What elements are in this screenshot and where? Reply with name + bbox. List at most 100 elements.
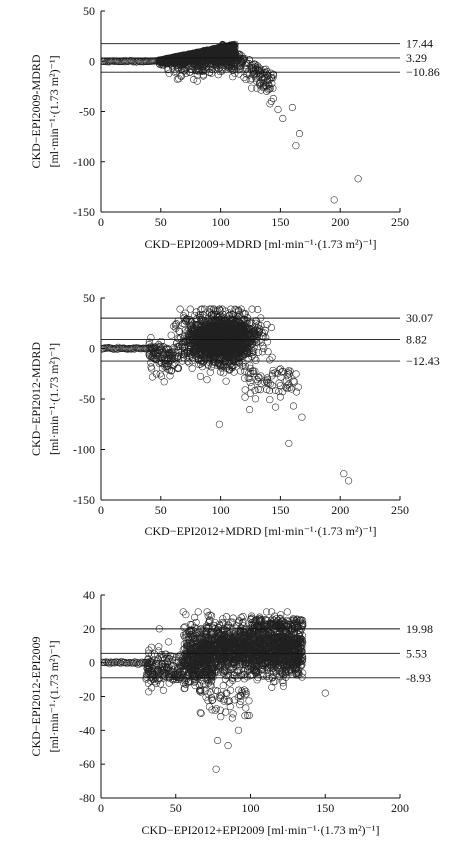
data-point	[238, 52, 246, 60]
data-point	[265, 387, 274, 395]
data-point	[233, 325, 241, 333]
data-point	[266, 380, 274, 388]
data-point	[160, 378, 168, 386]
data-point	[294, 383, 302, 391]
data-point	[190, 75, 198, 84]
data-point	[197, 323, 205, 331]
data-point	[202, 52, 210, 60]
data-point	[223, 340, 231, 349]
y-tick-label: -50	[79, 392, 95, 406]
data-point	[244, 330, 253, 338]
data-point	[222, 672, 230, 680]
data-point	[239, 612, 247, 621]
data-point	[147, 334, 155, 342]
data-point	[148, 365, 156, 373]
data-point	[247, 369, 255, 378]
data-point	[229, 614, 237, 622]
data-point	[169, 53, 178, 61]
data-point	[242, 317, 250, 325]
data-point	[210, 349, 218, 357]
data-point	[216, 55, 224, 63]
outlier-point	[285, 439, 293, 447]
data-point	[219, 45, 227, 53]
x-tick-label: 100	[212, 215, 230, 229]
data-point	[191, 682, 199, 690]
data-point	[253, 62, 262, 70]
data-point	[201, 331, 209, 339]
data-point	[185, 349, 193, 357]
data-point	[148, 343, 156, 351]
data-point	[226, 338, 234, 346]
data-point	[176, 675, 184, 683]
data-point	[243, 70, 251, 78]
data-point	[249, 367, 257, 375]
data-point	[226, 320, 234, 328]
data-point	[237, 62, 245, 70]
data-point	[246, 330, 254, 338]
data-point	[163, 664, 171, 672]
data-point	[155, 343, 163, 351]
outlier-point	[298, 413, 306, 421]
data-point	[172, 673, 180, 681]
data-point	[226, 358, 234, 366]
data-point	[147, 359, 155, 367]
data-point	[167, 56, 175, 64]
y-tick-label: 50	[83, 291, 95, 305]
data-point	[258, 348, 266, 356]
data-point	[233, 53, 241, 61]
outlier-point	[354, 175, 362, 183]
data-point	[252, 74, 260, 82]
data-point	[197, 53, 205, 61]
data-point	[285, 370, 293, 378]
data-point	[230, 59, 238, 67]
data-point	[194, 608, 202, 616]
data-point	[219, 42, 227, 50]
x-axis-title: CKD−EPI2012+MDRD [ml·min⁻¹·(1.73 m²)⁻¹]	[145, 524, 377, 538]
data-point	[254, 66, 262, 74]
outlier-point	[330, 196, 338, 204]
data-point	[217, 347, 225, 355]
x-axis-title: CKD−EPI2009+MDRD [ml·min⁻¹·(1.73 m²)⁻¹]	[145, 237, 377, 251]
data-point	[198, 322, 206, 330]
data-point	[197, 305, 205, 314]
data-point	[219, 615, 227, 623]
data-point	[162, 359, 170, 368]
reference-label: 8.82	[406, 333, 427, 347]
y-tick-label: -50	[79, 105, 95, 119]
data-point	[183, 336, 191, 344]
data-point	[254, 377, 262, 386]
data-point	[233, 355, 241, 363]
data-point	[222, 377, 230, 385]
data-point	[227, 61, 235, 69]
data-point	[211, 316, 219, 324]
data-point	[279, 367, 287, 375]
data-point	[235, 347, 243, 355]
data-point	[189, 348, 197, 357]
data-point	[155, 643, 163, 651]
x-tick-label: 200	[331, 215, 349, 229]
data-point	[154, 349, 163, 357]
data-point	[222, 613, 231, 621]
data-point	[157, 346, 165, 354]
data-point	[244, 345, 253, 353]
outlier-point	[292, 142, 300, 150]
data-point	[176, 328, 184, 336]
data-point	[156, 370, 164, 378]
data-point	[235, 306, 243, 314]
outlier-point	[276, 393, 284, 401]
data-point	[236, 349, 244, 357]
data-point	[214, 362, 222, 370]
data-point	[243, 319, 251, 328]
data-point	[260, 329, 268, 337]
data-point	[229, 73, 237, 81]
y-tick-label: 0	[89, 54, 95, 68]
data-point	[251, 386, 259, 394]
y-axis-unit: [ml·min⁻¹·(1.73 m²)⁻¹]	[47, 55, 61, 167]
y-tick-label: 50	[83, 4, 95, 18]
data-point	[215, 318, 223, 326]
data-point	[148, 373, 156, 381]
data-point	[237, 59, 245, 67]
data-point	[213, 320, 222, 328]
